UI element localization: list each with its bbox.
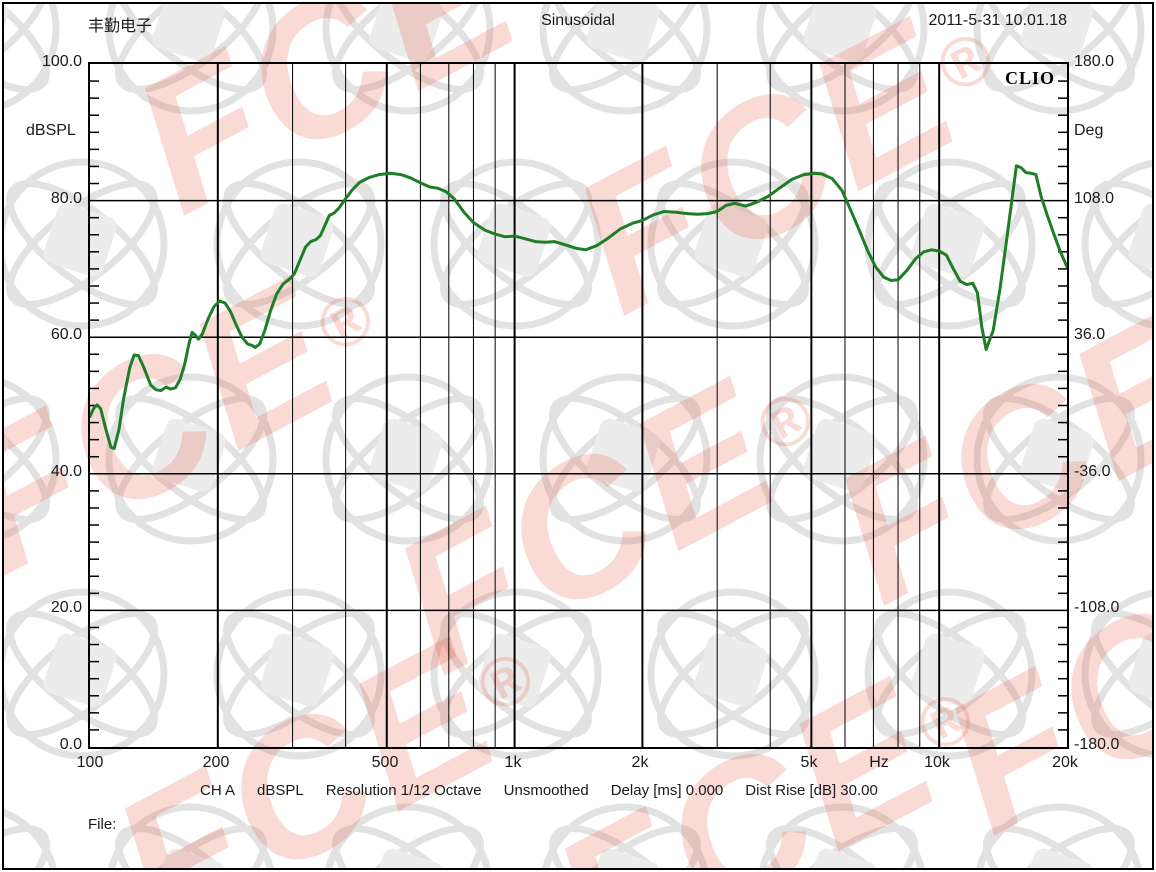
x-axis-tick-label: 5k bbox=[800, 754, 818, 771]
y-axis-tick-label: 20.0 bbox=[50, 599, 82, 616]
y-axis-tick-label: 60.0 bbox=[50, 326, 82, 343]
channel-label: CH A bbox=[200, 782, 236, 799]
y2-axis-tick-label: 180.0 bbox=[1074, 53, 1115, 70]
file-label: File: bbox=[88, 816, 117, 833]
y2-axis-title: Deg bbox=[1074, 122, 1104, 139]
x-axis-tick-label: 20k bbox=[1052, 754, 1078, 771]
smoothing-label: Unsmoothed bbox=[503, 782, 589, 799]
y-axis-tick-label: 40.0 bbox=[50, 463, 82, 480]
timestamp: 2011-5-31 10.01.18 bbox=[928, 12, 1067, 29]
resolution-label: Resolution 1/12 Octave bbox=[325, 782, 482, 799]
y2-axis-tick-label: -36.0 bbox=[1074, 463, 1111, 480]
status-line: CH A dBSPL Resolution 1/12 Octave Unsmoo… bbox=[200, 782, 878, 799]
dist-rise-label: Dist Rise [dB] 30.00 bbox=[745, 782, 878, 799]
y-axis-title: dBSPL bbox=[26, 122, 76, 139]
x-axis-tick-label: 1k bbox=[504, 754, 522, 771]
y2-axis-tick-label: -108.0 bbox=[1074, 599, 1120, 616]
plot-area: CLIO bbox=[88, 62, 1069, 749]
x-axis-unit: Hz bbox=[869, 754, 889, 771]
x-axis-tick-label: 100 bbox=[76, 754, 104, 771]
y-axis-tick-label: 100.0 bbox=[41, 53, 82, 70]
y-axis-tick-label: 80.0 bbox=[50, 190, 82, 207]
y2-axis-tick-label: 36.0 bbox=[1074, 326, 1106, 343]
x-axis-tick-label: 500 bbox=[371, 754, 399, 771]
delay-label: Delay [ms] 0.000 bbox=[610, 782, 724, 799]
y2-axis-tick-label: -180.0 bbox=[1074, 736, 1120, 753]
clio-logo: CLIO bbox=[1004, 68, 1055, 88]
x-axis-tick-label: 10k bbox=[924, 754, 950, 771]
frequency-response-curve bbox=[90, 164, 1067, 450]
y2-axis-tick-label: 108.0 bbox=[1074, 190, 1115, 207]
y-axis-tick-label: 0.0 bbox=[59, 736, 82, 753]
x-axis-tick-label: 2k bbox=[631, 754, 649, 771]
unit-label: dBSPL bbox=[257, 782, 304, 799]
plot-svg bbox=[90, 64, 1067, 747]
x-axis-tick-label: 200 bbox=[202, 754, 230, 771]
